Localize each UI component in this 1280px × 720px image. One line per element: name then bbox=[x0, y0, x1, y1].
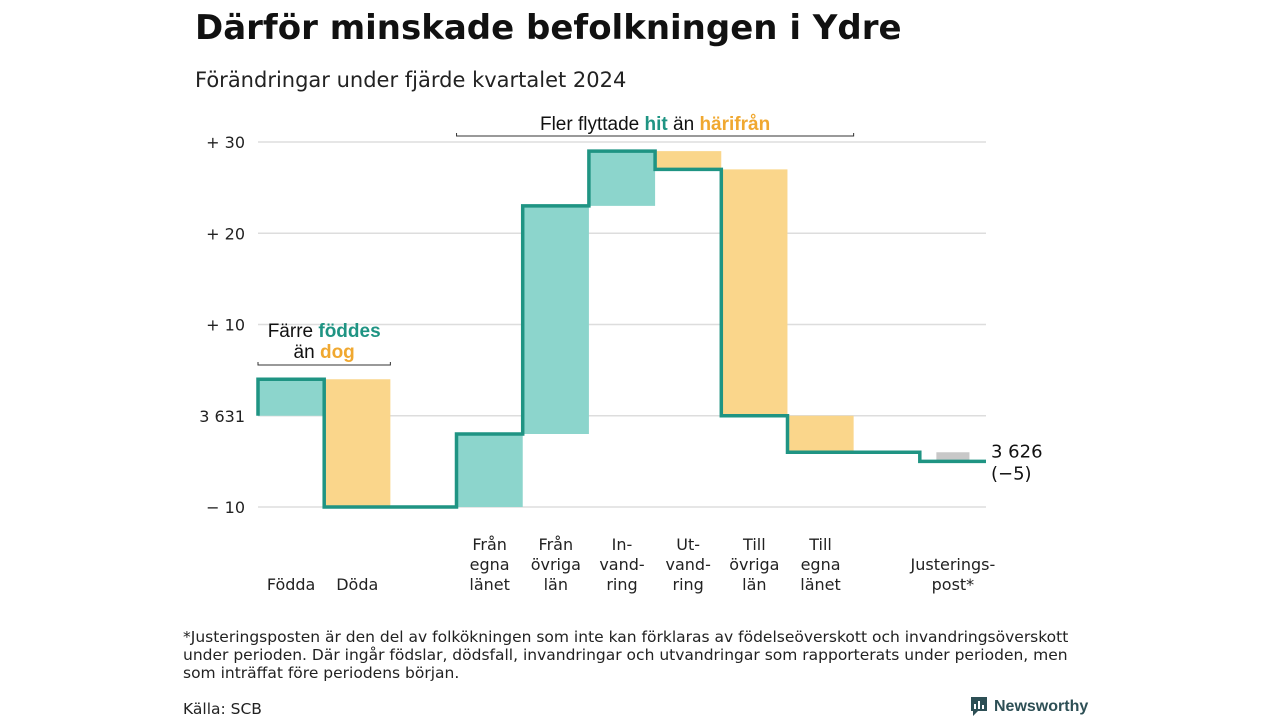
y-tick-label: − 10 bbox=[206, 498, 245, 517]
x-tick-label: länet bbox=[800, 575, 841, 594]
x-tick-label: vand- bbox=[666, 555, 711, 574]
waterfall-bar bbox=[522, 205, 589, 434]
y-axis-ticks: + 30 + 20 + 10 3 631 − 10 bbox=[199, 133, 245, 517]
newsworthy-logo: Newsworthy bbox=[970, 696, 1088, 718]
x-tick-label: egna bbox=[801, 555, 841, 574]
migration-annotation: Fler flyttade hit än härifrån bbox=[540, 114, 770, 135]
x-tick-label: Födda bbox=[267, 575, 316, 594]
cumulative-step-line bbox=[256, 149, 986, 509]
x-axis-labels: Födda DödaFrånegnalänetFrånövrigalänIn-va… bbox=[267, 535, 995, 594]
waterfall-bar bbox=[721, 169, 788, 416]
footnote: *Justeringsposten är den del av folkökni… bbox=[183, 628, 1069, 682]
x-tick-label: post* bbox=[932, 575, 975, 594]
newsworthy-logo-icon bbox=[971, 697, 987, 716]
y-tick-label: 3 631 bbox=[199, 407, 245, 426]
waterfall-bar bbox=[655, 151, 722, 170]
x-tick-label: In- bbox=[612, 535, 633, 554]
bars bbox=[258, 151, 970, 507]
cumulative-line bbox=[256, 149, 986, 509]
x-tick-label: vand- bbox=[599, 555, 644, 574]
x-tick-label: Justerings- bbox=[910, 555, 996, 574]
births-annotation-line2: än dog bbox=[294, 342, 355, 363]
births-annotation-line1: Färre föddes bbox=[268, 321, 381, 342]
waterfall-bar bbox=[456, 434, 523, 507]
x-tick-label: egna bbox=[470, 555, 510, 574]
end-change-label: (−5) bbox=[991, 463, 1032, 484]
x-tick-label: ring bbox=[673, 575, 704, 594]
logo-text: Newsworthy bbox=[994, 698, 1089, 715]
x-tick-label: övriga bbox=[531, 555, 581, 574]
x-tick-label: Från bbox=[472, 535, 507, 554]
waterfall-bar bbox=[324, 379, 391, 507]
waterfall-bar bbox=[936, 452, 970, 462]
chart-title: Därför minskade befolkningen i Ydre bbox=[195, 8, 902, 48]
y-tick-label: + 10 bbox=[206, 316, 245, 335]
x-tick-label: Till bbox=[808, 535, 832, 554]
x-tick-label: län bbox=[742, 575, 766, 594]
chart-subtitle: Förändringar under fjärde kvartalet 2024 bbox=[195, 68, 627, 92]
x-tick-label: län bbox=[544, 575, 568, 594]
x-tick-label: Döda bbox=[336, 575, 378, 594]
x-tick-label: länet bbox=[469, 575, 510, 594]
y-tick-label: + 30 bbox=[206, 133, 245, 152]
births-bracket bbox=[257, 362, 391, 366]
x-tick-label: övriga bbox=[729, 555, 779, 574]
migration-bracket bbox=[456, 133, 855, 137]
x-tick-label: Från bbox=[539, 535, 574, 554]
y-tick-label: + 20 bbox=[206, 224, 245, 243]
source-credit: Källa: SCB bbox=[183, 700, 262, 718]
x-tick-label: Ut- bbox=[676, 535, 700, 554]
waterfall-bar bbox=[787, 415, 854, 453]
x-tick-label: Till bbox=[742, 535, 766, 554]
end-value-label: 3 626 bbox=[991, 441, 1043, 462]
waterfall-bar bbox=[588, 151, 656, 206]
waterfall-bar bbox=[258, 379, 325, 416]
x-tick-label: ring bbox=[606, 575, 637, 594]
